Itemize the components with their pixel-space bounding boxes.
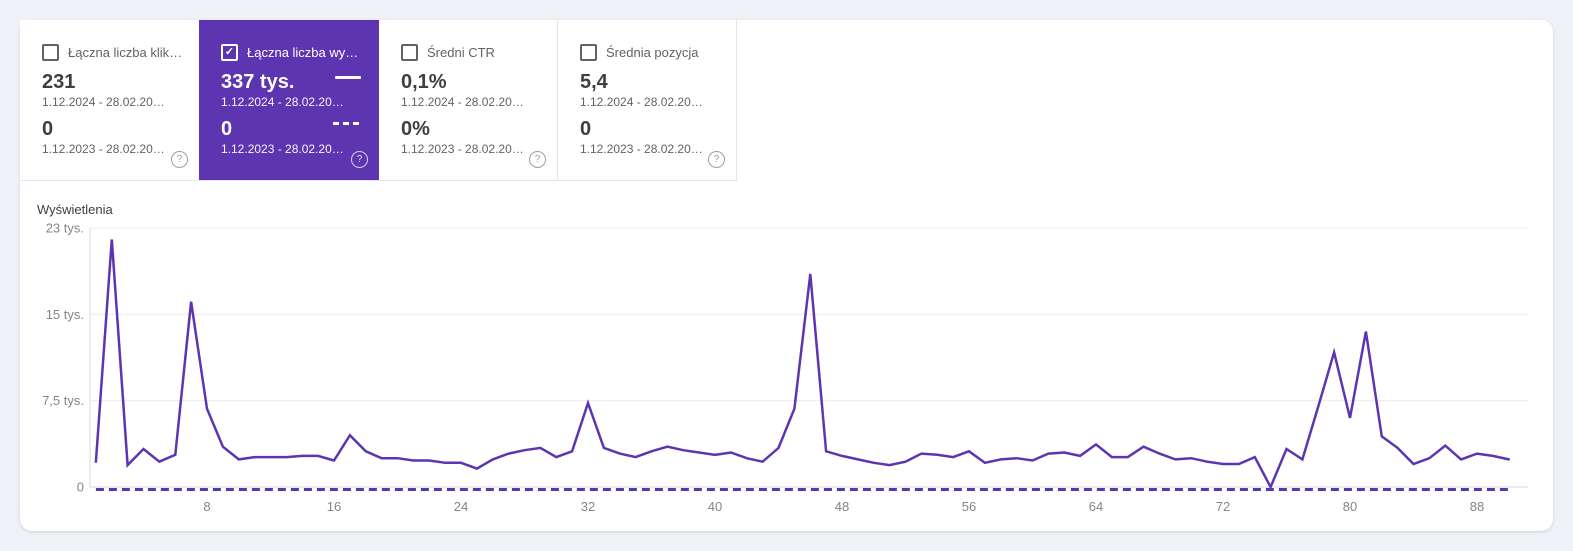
checkbox-clicks[interactable] (42, 44, 59, 61)
metric-value-current: 337 tys. (221, 71, 295, 93)
impressions-line (94, 239, 1511, 490)
help-icon[interactable]: ? (708, 151, 725, 168)
metric-value-previous: 0 (42, 118, 54, 140)
metric-value-current: 5,4 (580, 71, 608, 93)
y-tick-label: 23 tys. (46, 221, 84, 236)
x-tick-label: 16 (327, 499, 341, 514)
x-tick-label: 88 (1470, 499, 1484, 514)
metric-period-previous: 1.12.2023 - 28.02.20… (42, 142, 165, 156)
metric-period-previous: 1.12.2023 - 28.02.20… (580, 142, 703, 156)
y-tick-label: 7,5 tys. (42, 393, 84, 408)
checkmark-icon: ✓ (224, 46, 235, 58)
y-tick-label: 15 tys. (46, 307, 84, 322)
metric-value-previous: 0% (401, 118, 430, 140)
metric-card-position[interactable]: Średnia pozycja 5,4 1.12.2024 - 28.02.20… (558, 20, 737, 180)
chart-title: Wyświetlenia (37, 202, 113, 217)
help-icon[interactable]: ? (529, 151, 546, 168)
x-tick-label: 40 (708, 499, 722, 514)
metric-label: Łączna liczba wy… (247, 45, 359, 60)
metric-label: Średnia pozycja (606, 45, 699, 60)
performance-panel: Łączna liczba klik… 231 1.12.2024 - 28.0… (20, 20, 1553, 531)
x-tick-label: 32 (581, 499, 595, 514)
legend-solid-line-icon (335, 76, 361, 79)
metric-label: Średni CTR (427, 45, 495, 60)
metric-period-previous: 1.12.2023 - 28.02.20… (401, 142, 524, 156)
checkbox-ctr[interactable] (401, 44, 418, 61)
y-tick-label: 0 (77, 480, 84, 495)
checkbox-position[interactable] (580, 44, 597, 61)
metric-period-current: 1.12.2024 - 28.02.20… (580, 95, 703, 109)
metric-value-previous: 0 (221, 118, 233, 140)
metric-cards-row: Łączna liczba klik… 231 1.12.2024 - 28.0… (20, 20, 738, 181)
metric-period-current: 1.12.2024 - 28.02.20… (42, 95, 165, 109)
metric-value-previous: 0 (580, 118, 592, 140)
metric-value-current: 231 (42, 71, 76, 93)
help-icon[interactable]: ? (351, 151, 368, 168)
x-tick-label: 80 (1343, 499, 1357, 514)
checkbox-impressions[interactable]: ✓ (221, 44, 238, 61)
metric-value-current: 0,1% (401, 71, 447, 93)
x-tick-label: 72 (1216, 499, 1230, 514)
metric-card-ctr[interactable]: Średni CTR 0,1% 1.12.2024 - 28.02.20… 0%… (379, 20, 558, 180)
metric-label: Łączna liczba klik… (68, 45, 183, 60)
x-tick-label: 56 (962, 499, 976, 514)
legend-dashed-line-icon (333, 122, 361, 125)
metric-period-current: 1.12.2024 - 28.02.20… (401, 95, 524, 109)
help-icon[interactable]: ? (171, 151, 188, 168)
metric-card-impressions[interactable]: ✓ Łączna liczba wy… 337 tys. 1.12.2024 -… (199, 20, 379, 180)
x-tick-label: 64 (1089, 499, 1103, 514)
x-tick-label: 8 (203, 499, 210, 514)
x-tick-label: 24 (454, 499, 468, 514)
impressions-line-chart[interactable]: 23 tys. 15 tys. 7,5 tys. 0 8 16 24 32 40 48 56 64 72… (20, 20, 1553, 531)
x-tick-label: 48 (835, 499, 849, 514)
metric-card-clicks[interactable]: Łączna liczba klik… 231 1.12.2024 - 28.0… (20, 20, 199, 180)
metric-period-previous: 1.12.2023 - 28.02.20… (221, 142, 344, 156)
metric-period-current: 1.12.2024 - 28.02.20… (221, 95, 344, 109)
